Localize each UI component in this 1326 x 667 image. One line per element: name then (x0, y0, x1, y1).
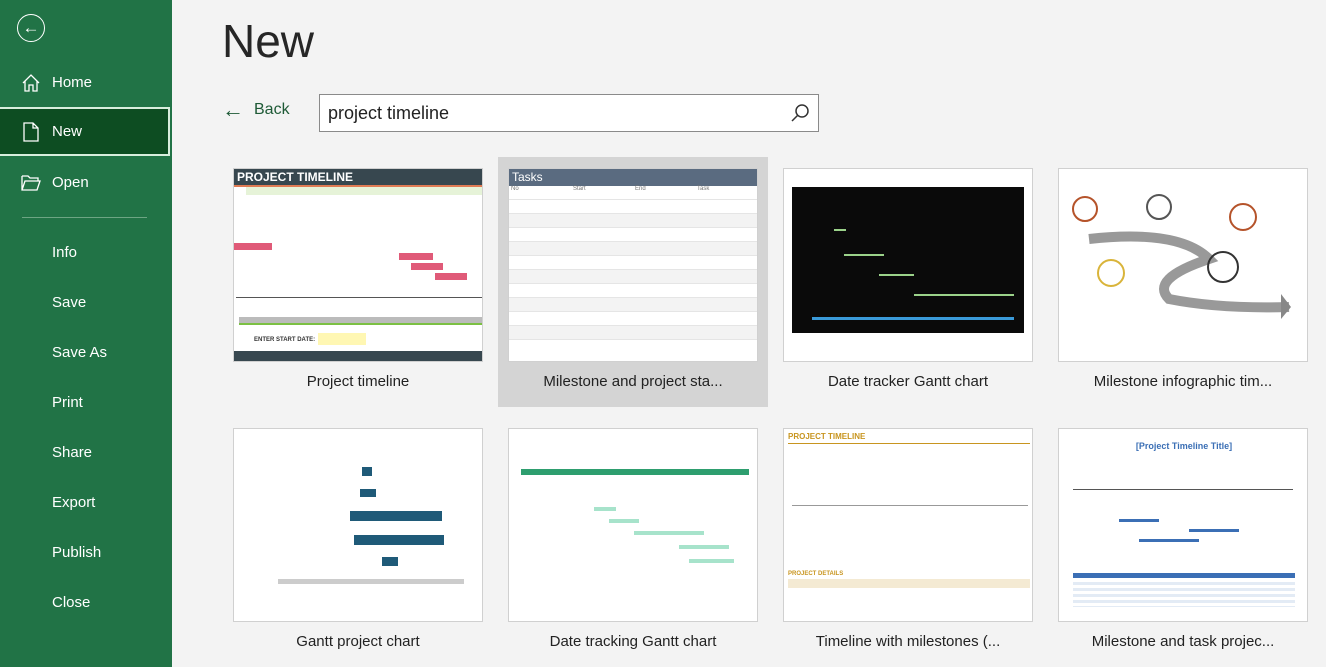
search-input[interactable] (320, 95, 782, 131)
template-project-timeline[interactable]: PROJECT TIMELINE ENTER START DATE: Proje… (223, 157, 493, 407)
back-label: Back (254, 101, 290, 118)
template-milestone-infographic[interactable]: Milestone infographic tim... (1048, 157, 1318, 407)
thumb-title: Tasks (509, 169, 757, 186)
thumb-title: PROJECT TIMELINE (234, 169, 482, 187)
sidebar-item-label: Print (52, 394, 83, 411)
template-timeline-with-milestones[interactable]: PROJECT TIMELINE PROJECT DETAILS Timelin… (773, 417, 1043, 667)
template-date-tracker-gantt[interactable]: Date tracker Gantt chart (773, 157, 1043, 407)
folder-open-icon (0, 174, 52, 192)
sidebar-item-print[interactable]: Print (0, 378, 170, 427)
sidebar-item-label: Share (52, 444, 93, 461)
template-gantt-project-chart[interactable]: Gantt project chart (223, 417, 493, 667)
thumb-title: [Project Timeline Title] (1135, 441, 1233, 451)
template-label: Project timeline (306, 373, 410, 390)
template-thumbnail: PROJECT TIMELINE ENTER START DATE: (233, 168, 483, 362)
sidebar-item-info[interactable]: Info (0, 228, 170, 277)
template-thumbnail (508, 428, 758, 622)
template-thumbnail: [Project Timeline Title] (1058, 428, 1308, 622)
template-thumbnail: Tasks No Start End Task (508, 168, 758, 362)
search-icon[interactable] (782, 103, 818, 123)
template-thumbnail (783, 168, 1033, 362)
template-label: Gantt project chart (296, 633, 420, 650)
sidebar-item-export[interactable]: Export (0, 478, 170, 527)
template-label: Milestone infographic tim... (1093, 373, 1273, 390)
template-thumbnail (233, 428, 483, 622)
backstage-sidebar: ← Home New Open Info Save Save As Print … (0, 0, 172, 667)
sidebar-item-label: Home (52, 74, 93, 91)
page-title: New (222, 15, 315, 67)
sidebar-item-publish[interactable]: Publish (0, 528, 170, 577)
arrow-left-icon: ← (222, 97, 244, 122)
new-document-icon (0, 121, 52, 142)
template-thumbnail: PROJECT TIMELINE PROJECT DETAILS (783, 428, 1033, 622)
sidebar-item-label: Export (52, 494, 96, 511)
template-milestone-project-status[interactable]: Tasks No Start End Task Milestone and proje… (498, 157, 768, 407)
sidebar-item-label: New (52, 123, 83, 140)
sidebar-item-label: Save As (52, 344, 108, 361)
thumb-title: PROJECT TIMELINE (788, 432, 866, 441)
template-label: Date tracking Gantt chart (549, 633, 717, 650)
sidebar-item-close[interactable]: Close (0, 578, 170, 627)
sidebar-item-new[interactable]: New (0, 107, 170, 156)
home-icon (0, 73, 52, 93)
template-thumbnail (1058, 168, 1308, 362)
template-date-tracking-gantt[interactable]: Date tracking Gantt chart (498, 417, 768, 667)
sidebar-item-label: Close (52, 594, 91, 611)
sidebar-item-label: Open (52, 174, 89, 191)
back-button[interactable]: ← Back (222, 97, 290, 122)
sidebar-item-share[interactable]: Share (0, 428, 170, 477)
sidebar-item-save-as[interactable]: Save As (0, 328, 170, 377)
template-label: Milestone and project sta... (543, 373, 723, 390)
sidebar-item-label: Info (52, 244, 78, 261)
back-arrow-button[interactable]: ← (17, 14, 45, 42)
arrow-left-icon: ← (22, 18, 40, 37)
sidebar-item-home[interactable]: Home (0, 58, 170, 107)
thumb-subtitle: PROJECT DETAILS (788, 571, 844, 577)
sidebar-item-label: Save (52, 294, 87, 311)
template-label: Milestone and task projec... (1091, 633, 1275, 650)
sidebar-item-open[interactable]: Open (0, 158, 170, 207)
sidebar-item-save[interactable]: Save (0, 278, 170, 327)
search-box (319, 94, 819, 132)
sidebar-item-label: Publish (52, 544, 102, 561)
thumb-field: ENTER START DATE: (254, 337, 316, 343)
template-label: Timeline with milestones (... (815, 633, 1001, 650)
template-milestone-task-project[interactable]: [Project Timeline Title] Milestone and t… (1048, 417, 1318, 667)
sidebar-divider (22, 217, 147, 218)
template-label: Date tracker Gantt chart (827, 373, 989, 390)
